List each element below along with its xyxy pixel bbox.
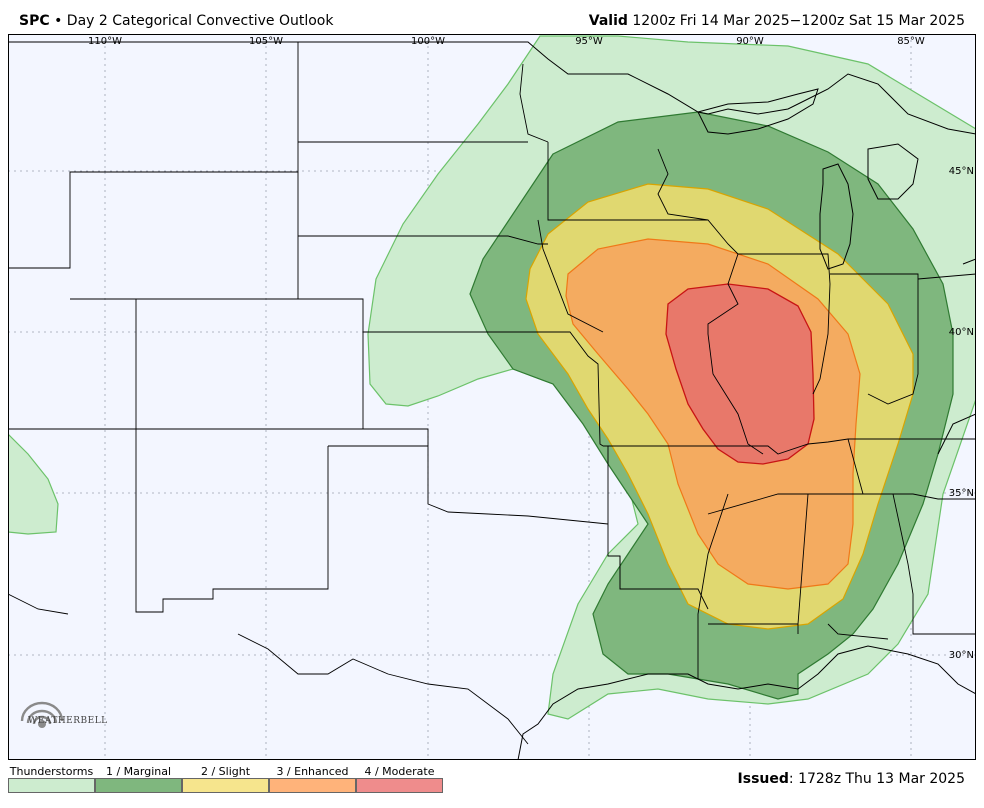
legend-label: 4 / Moderate [364,765,435,778]
legend-label: Thunderstorms [9,765,94,778]
legend-item-enhanced: 3 / Enhanced [269,764,356,793]
legend-swatch-moderate [356,778,443,793]
legend-label: 2 / Slight [200,765,251,778]
lon-label-90w: 90°W [736,36,764,47]
header: SPC • Day 2 Categorical Convective Outlo… [0,0,984,34]
spc-brand: SPC [19,13,50,29]
legend-swatch-marginal [95,778,182,793]
legend-swatch-thunderstorms [8,778,95,793]
outlook-name: Day 2 Categorical Convective Outlook [66,13,334,29]
lat-label-45n: 45°N [949,166,974,177]
lon-label-85w: 85°W [897,36,925,47]
weatherbell-logo: WEATHERBELL [12,696,108,746]
valid-time: Valid 1200z Fri 14 Mar 2025−1200z Sat 15… [589,13,965,29]
state-lines [8,42,976,745]
valid-text: 1200z Fri 14 Mar 2025−1200z Sat 15 Mar 2… [632,13,965,29]
thunderstorm-area-west [8,433,59,535]
lon-label-95w: 95°W [575,36,603,47]
legend-item-marginal: 1 / Marginal [95,764,182,793]
lat-label-30n: 30°N [949,650,974,661]
valid-label: Valid [588,13,628,29]
lon-label-110w: 110°W [88,36,122,47]
outlook-title: SPC • Day 2 Categorical Convective Outlo… [19,13,333,29]
issued-label: Issued [737,771,789,787]
title-separator: • [54,13,63,29]
lat-label-35n: 35°N [949,488,974,499]
logo-text: WEATHERBELL [28,716,108,726]
legend-item-slight: 2 / Slight [182,764,269,793]
lon-label-100w: 100°W [411,36,445,47]
outlook-map: 110°W 105°W 100°W 95°W 90°W 85°W 45°N 40… [8,34,976,760]
lon-label-105w: 105°W [249,36,283,47]
weatherbell-swirl-icon [20,701,64,728]
legend-label: 1 / Marginal [105,765,172,778]
legend-swatch-slight [182,778,269,793]
issued-time: Issued: 1728z Thu 13 Mar 2025 [737,771,965,787]
boundaries [8,41,976,760]
lat-label-40n: 40°N [949,327,974,338]
legend-item-moderate: 4 / Moderate [356,764,443,793]
legend-label: 3 / Enhanced [276,765,349,778]
issued-text: 1728z Thu 13 Mar 2025 [798,771,965,787]
moderate-area [665,283,815,465]
risk-legend: Thunderstorms 1 / Marginal 2 / Slight 3 … [8,764,448,794]
legend-swatch-enhanced [269,778,356,793]
legend-item-thunderstorms: Thunderstorms [8,764,95,793]
